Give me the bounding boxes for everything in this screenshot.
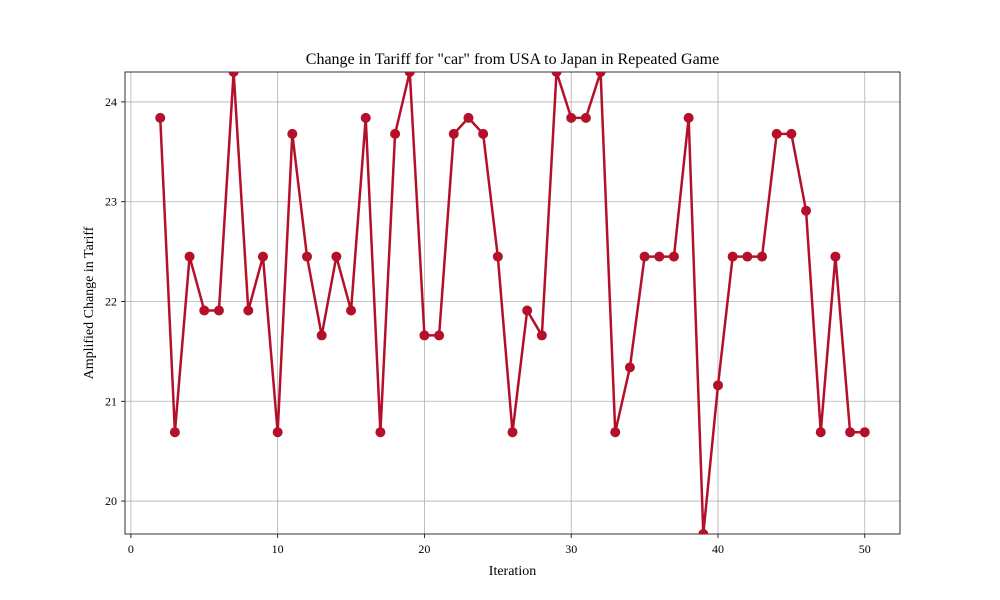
data-point xyxy=(551,72,562,77)
data-point xyxy=(580,112,591,123)
data-point xyxy=(668,251,679,262)
series-layer xyxy=(155,72,870,534)
data-point xyxy=(507,427,518,438)
data-point xyxy=(683,112,694,123)
x-tick-label: 10 xyxy=(272,542,284,556)
data-point xyxy=(595,72,606,77)
data-point xyxy=(213,305,224,316)
data-point xyxy=(566,112,577,123)
data-point xyxy=(463,112,474,123)
data-point xyxy=(478,128,489,139)
data-point xyxy=(302,251,313,262)
data-point xyxy=(610,427,621,438)
data-point xyxy=(434,330,445,341)
data-point xyxy=(830,251,841,262)
x-tick-label: 50 xyxy=(859,542,871,556)
data-point xyxy=(771,128,782,139)
chart-title: Change in Tariff for "car" from USA to J… xyxy=(306,51,719,68)
x-tick-label: 20 xyxy=(418,542,430,556)
y-axis-label: Amplified Change in Tariff xyxy=(82,226,97,379)
data-point xyxy=(801,205,812,216)
x-tick-label: 30 xyxy=(565,542,577,556)
data-point xyxy=(360,112,371,123)
data-point xyxy=(742,251,753,262)
data-point xyxy=(169,427,180,438)
data-point xyxy=(786,128,797,139)
x-tick-label: 40 xyxy=(712,542,724,556)
grid xyxy=(125,72,900,534)
data-point xyxy=(859,427,870,438)
data-point xyxy=(272,427,283,438)
data-point xyxy=(727,251,738,262)
series-line xyxy=(158,72,865,534)
data-point xyxy=(243,305,254,316)
data-point xyxy=(757,251,768,262)
y-tick-label: 23 xyxy=(105,195,117,209)
data-point xyxy=(624,362,635,373)
data-point xyxy=(815,427,826,438)
y-tick-label: 20 xyxy=(105,494,117,508)
data-point xyxy=(287,128,298,139)
x-axis-label: Iteration xyxy=(489,564,536,579)
data-point xyxy=(522,305,533,316)
data-point xyxy=(390,128,401,139)
data-point xyxy=(375,427,386,438)
data-point xyxy=(448,128,459,139)
y-tick-label: 21 xyxy=(105,394,117,408)
plot-area xyxy=(124,71,901,535)
data-point xyxy=(698,529,709,534)
data-point xyxy=(536,330,547,341)
axis-ticks: 0 10 20 30 40 50 20 21 22 23 24 xyxy=(105,95,871,556)
data-point xyxy=(419,330,430,341)
data-point xyxy=(316,330,327,341)
data-point xyxy=(184,251,195,262)
data-point xyxy=(654,251,665,262)
data-point xyxy=(845,427,856,438)
data-point xyxy=(492,251,503,262)
data-point xyxy=(257,251,268,262)
data-point xyxy=(712,380,723,391)
y-tick-label: 24 xyxy=(105,95,117,109)
data-point xyxy=(331,251,342,262)
data-point xyxy=(404,72,415,77)
data-point xyxy=(228,72,239,77)
data-point xyxy=(639,251,650,262)
data-point xyxy=(346,305,357,316)
data-point xyxy=(155,112,166,123)
data-point xyxy=(199,305,210,316)
y-tick-label: 22 xyxy=(105,295,117,309)
x-tick-label: 0 xyxy=(128,542,134,556)
